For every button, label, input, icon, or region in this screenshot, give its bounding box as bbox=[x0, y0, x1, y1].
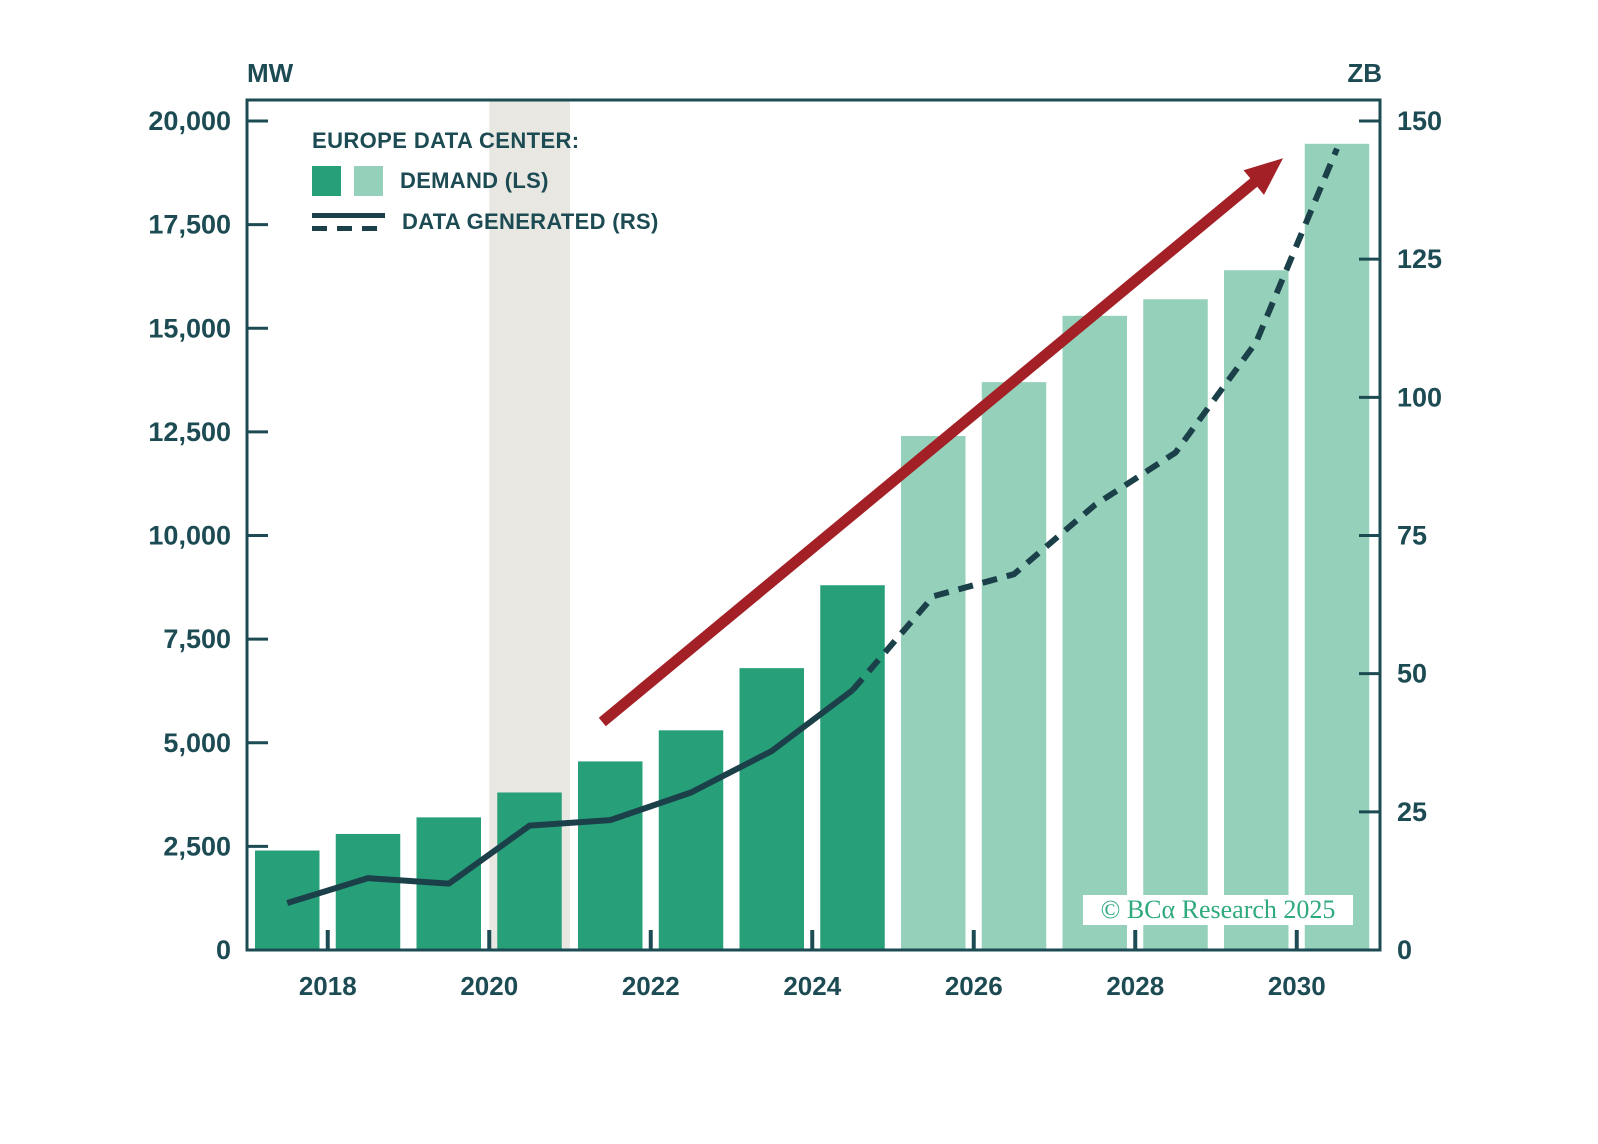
legend: EUROPE DATA CENTER: DEMAND (LS) DATA GEN… bbox=[312, 128, 659, 235]
right-tick-label: 125 bbox=[1397, 244, 1442, 274]
left-tick-label: 0 bbox=[216, 935, 231, 965]
legend-demand-label: DEMAND (LS) bbox=[400, 168, 549, 193]
right-tick-label: 100 bbox=[1397, 382, 1442, 412]
x-axis: 2018 2020 2022 2024 2026 2028 2030 bbox=[299, 930, 1326, 1001]
bar-2027 bbox=[1062, 315, 1127, 950]
dashed-line-sample bbox=[312, 226, 385, 231]
bar-2026 bbox=[981, 382, 1047, 950]
right-tick-label: 75 bbox=[1397, 521, 1427, 551]
legend-data-generated-label: DATA GENERATED (RS) bbox=[402, 209, 659, 234]
left-tick-label: 12,500 bbox=[148, 417, 231, 447]
x-tick-label: 2028 bbox=[1106, 971, 1164, 1001]
bar-2024 bbox=[820, 585, 885, 950]
bar-2021 bbox=[578, 761, 643, 950]
left-tick-label: 20,000 bbox=[148, 106, 231, 136]
trend-arrow-shaft bbox=[598, 173, 1264, 727]
data-generated-line-dashed bbox=[850, 147, 1340, 693]
left-axis: 0 2,500 5,000 7,500 10,000 12,500 15,000 17,500… bbox=[148, 106, 268, 965]
line-legend-sample bbox=[312, 213, 385, 231]
bar-2029 bbox=[1224, 270, 1289, 951]
x-tick-label: 2018 bbox=[299, 971, 357, 1001]
legend-item-data-generated: DATA GENERATED (RS) bbox=[312, 209, 659, 235]
bar-2023 bbox=[739, 668, 804, 950]
right-axis: 0 25 50 75 100 125 150 bbox=[1359, 106, 1442, 965]
right-tick-label: 0 bbox=[1397, 935, 1412, 965]
demand-forecast-swatch bbox=[354, 166, 383, 196]
x-tick-label: 2024 bbox=[783, 971, 841, 1001]
demand-actual-swatch bbox=[312, 166, 341, 196]
bar-2025 bbox=[901, 436, 966, 950]
right-tick-label: 50 bbox=[1397, 659, 1427, 689]
demand-bars bbox=[255, 143, 1370, 951]
bar-2028 bbox=[1143, 299, 1208, 950]
legend-title: EUROPE DATA CENTER: bbox=[312, 128, 580, 153]
bar-2020 bbox=[497, 792, 562, 950]
right-axis-unit-label: ZB bbox=[1347, 58, 1382, 88]
right-tick-label: 150 bbox=[1397, 106, 1442, 136]
left-tick-label: 15,000 bbox=[148, 313, 231, 343]
left-tick-label: 2,500 bbox=[163, 831, 231, 861]
left-tick-label: 10,000 bbox=[148, 521, 231, 551]
bar-2030 bbox=[1304, 143, 1370, 951]
left-tick-label: 5,000 bbox=[163, 728, 231, 758]
right-tick-label: 25 bbox=[1397, 797, 1427, 827]
x-tick-label: 2020 bbox=[460, 971, 518, 1001]
watermark: © BCα Research 2025 bbox=[1083, 895, 1353, 925]
x-tick-label: 2026 bbox=[945, 971, 1003, 1001]
x-tick-label: 2022 bbox=[622, 971, 680, 1001]
legend-item-demand: DEMAND (LS) bbox=[312, 166, 659, 196]
left-tick-label: 7,500 bbox=[163, 624, 231, 654]
solid-line-sample bbox=[312, 213, 385, 218]
bar-2022 bbox=[658, 730, 724, 950]
bar-2018 bbox=[335, 833, 401, 950]
left-tick-label: 17,500 bbox=[148, 210, 231, 240]
data-generated-line-solid bbox=[286, 687, 855, 906]
trend-arrow-head bbox=[1243, 158, 1284, 195]
x-tick-label: 2030 bbox=[1268, 971, 1326, 1001]
left-axis-unit-label: MW bbox=[247, 58, 294, 88]
